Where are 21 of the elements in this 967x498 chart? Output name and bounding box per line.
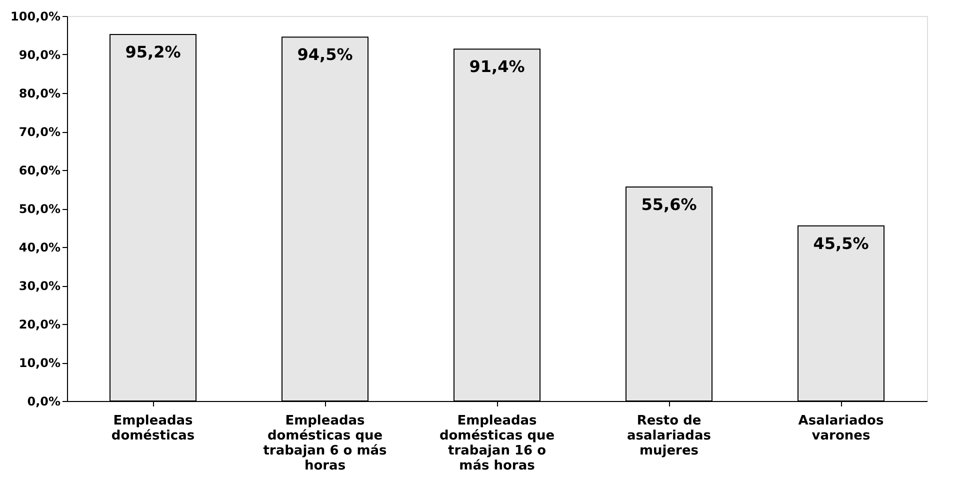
x-tick-label: Empleadas domésticas que trabajan 16 o más horas bbox=[439, 414, 555, 474]
y-tick-label: 100,0% bbox=[10, 10, 60, 24]
y-tick-label: 60,0% bbox=[18, 164, 60, 178]
data-label: 95,2% bbox=[125, 42, 181, 62]
x-tick-label: Asalariados varones bbox=[798, 414, 884, 444]
y-tick-label: 90,0% bbox=[18, 48, 60, 62]
y-tick-label: 50,0% bbox=[18, 202, 60, 216]
x-tick-label: Empleadas domésticas que trabajan 6 o más horas bbox=[263, 414, 388, 474]
y-tick-label: 0,0% bbox=[27, 394, 60, 408]
y-tick-label: 70,0% bbox=[18, 125, 60, 139]
y-tick-label: 40,0% bbox=[18, 240, 60, 254]
y-tick-label: 30,0% bbox=[18, 279, 60, 293]
data-label: 45,5% bbox=[813, 234, 869, 253]
x-tick-label: Resto de asalariadas mujeres bbox=[627, 414, 712, 458]
data-label: 55,6% bbox=[641, 194, 697, 214]
y-tick-label: 10,0% bbox=[18, 356, 60, 370]
y-tick-label: 20,0% bbox=[18, 318, 60, 332]
y-tick-label: 80,0% bbox=[18, 86, 60, 100]
data-label: 94,5% bbox=[297, 45, 353, 64]
data-label: 91,4% bbox=[469, 57, 525, 76]
x-tick-label: Empleadas domésticas bbox=[111, 414, 195, 444]
